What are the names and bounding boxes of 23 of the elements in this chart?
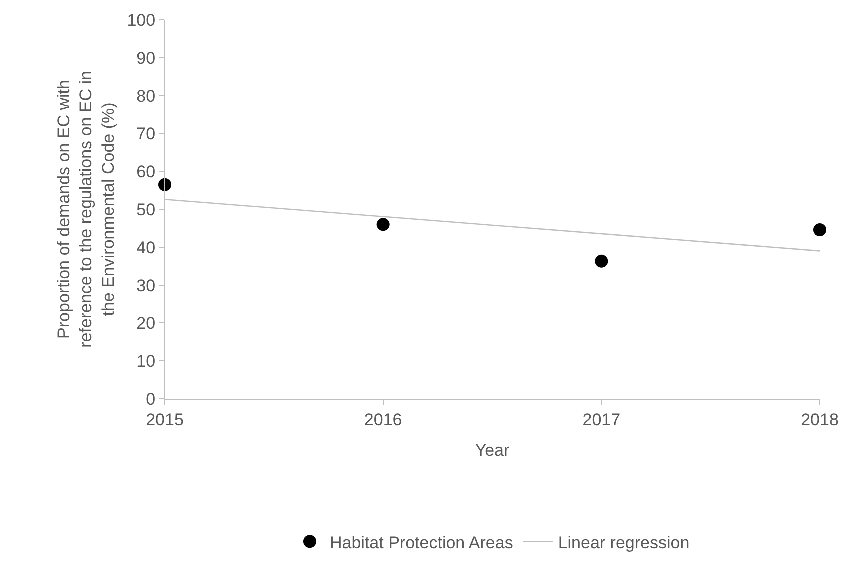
y-tick-label: 0 <box>146 390 156 409</box>
legend-label: Linear regression <box>558 533 690 552</box>
y-axis-title: Proportion of demands on EC with reference to the regulations on EC in the Environmental Code (%) <box>54 71 118 348</box>
y-tick-label: 30 <box>136 276 156 296</box>
y-tick-label: 60 <box>136 162 156 182</box>
y-tick-label: 90 <box>136 48 156 68</box>
y-tick-label: 50 <box>136 200 156 220</box>
point <box>158 178 172 192</box>
x-tick-label: 2018 <box>801 410 839 430</box>
y-tick-label: 70 <box>136 124 156 144</box>
x-tick-label: 2016 <box>364 410 402 430</box>
y-tick-label: 80 <box>136 86 156 106</box>
point <box>595 254 608 268</box>
y-tick-label: 40 <box>136 238 156 258</box>
point <box>376 218 390 232</box>
point <box>814 223 826 236</box>
y-tick-label: 10 <box>136 352 156 372</box>
legend-label: Habitat Protection Areas <box>330 533 514 552</box>
x-axis-title: Year <box>475 440 510 460</box>
y-tick-label: 100 <box>127 10 156 30</box>
x-tick-label: 2015 <box>146 410 184 430</box>
x-tick-label: 2017 <box>582 410 621 430</box>
y-tick-label: 20 <box>136 314 156 334</box>
